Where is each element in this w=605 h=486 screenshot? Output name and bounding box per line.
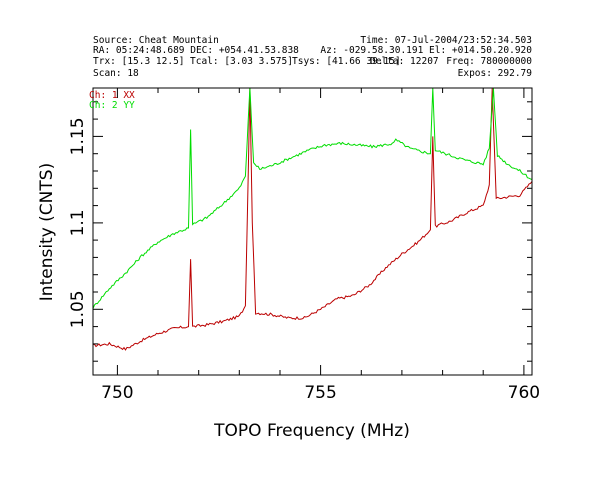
header-radec: RA: 05:24:48.689 DEC: +054.41.53.838 [93,45,299,56]
series-line-1 [93,88,532,351]
ticks-layer [93,88,532,375]
header-tsys: Tsys: [41.66 39.15] [292,56,401,67]
legend-entry-ch1: Ch: 1 XX [89,90,135,101]
header-scan: Scan: 18 [93,68,139,79]
header-time: Time: 07-Jul-2004/23:52:34.503 [360,35,532,46]
legend-entry-ch2: Ch: 2 YY [89,100,135,111]
header-delta: Delta: 12207 [370,56,439,67]
x-tick-label: 760 [508,383,540,403]
header-expos: Expos: 292.79 [458,68,533,79]
legend: Ch: 1 XX Ch: 2 YY [89,90,135,111]
y-tick-label: 1.15 [68,117,88,155]
y-tick-label: 1.1 [68,209,88,236]
header-freq: Freq: 780000000 [446,56,532,67]
x-axis-title: TOPO Frequency (MHz) [213,421,410,441]
y-tick-label: 1.05 [68,290,88,328]
header-azel: Az: -029.58.30.191 El: +014.50.20.920 [320,45,532,56]
header-block: Source: Cheat Mountain Time: 07-Jul-2004… [93,35,532,79]
x-tick-label: 750 [101,383,133,403]
tick-labels-layer: 750 755 760 1.05 1.1 1.15 [68,117,540,403]
header-tcal: Tcal: [3.03 3.575] [190,56,293,67]
series-line-2 [93,88,532,309]
series-layer [93,88,532,351]
plot-frame [92,87,533,376]
header-source: Source: Cheat Mountain [93,35,219,46]
x-tick-label: 755 [304,383,336,403]
header-trx: Trx: [15.3 12.5] [93,56,185,67]
y-axis-title: Intensity (CNTS) [37,163,57,301]
